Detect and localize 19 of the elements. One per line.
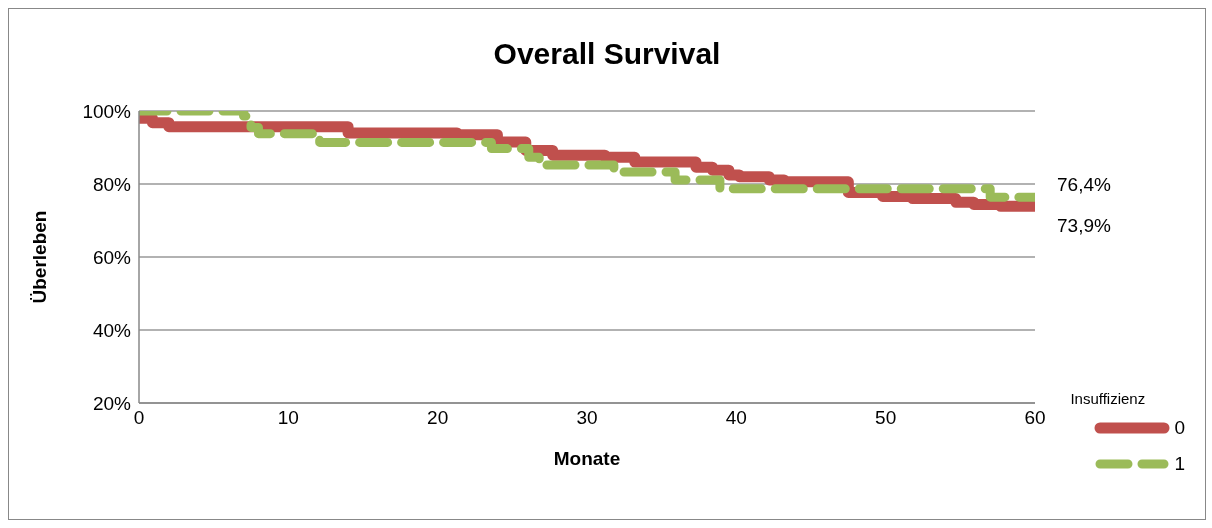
y-tick-label: 80% bbox=[92, 173, 132, 195]
x-tick-label: 0 bbox=[133, 407, 145, 429]
x-tick-label: 30 bbox=[576, 407, 598, 429]
x-tick-label: 50 bbox=[875, 407, 897, 429]
x-tick-label: 20 bbox=[427, 407, 449, 429]
x-axis-title: Monate bbox=[553, 448, 621, 469]
chart-title: Overall Survival bbox=[492, 37, 722, 71]
x-tick-label: 40 bbox=[725, 407, 747, 429]
y-tick-label: 20% bbox=[92, 392, 132, 414]
y-tick-label: 100% bbox=[82, 100, 132, 122]
y-tick-label: 40% bbox=[92, 319, 132, 341]
y-axis-title: Überleben bbox=[28, 210, 50, 304]
x-tick-label: 10 bbox=[277, 407, 299, 429]
x-tick-label: 60 bbox=[1024, 407, 1046, 429]
legend-label: 1 bbox=[1174, 453, 1185, 475]
legend-title: Insuffizienz bbox=[1070, 390, 1147, 407]
annotation: 73,9% bbox=[1057, 215, 1111, 237]
annotation: 76,4% bbox=[1057, 174, 1111, 196]
y-tick-label: 60% bbox=[92, 246, 132, 268]
